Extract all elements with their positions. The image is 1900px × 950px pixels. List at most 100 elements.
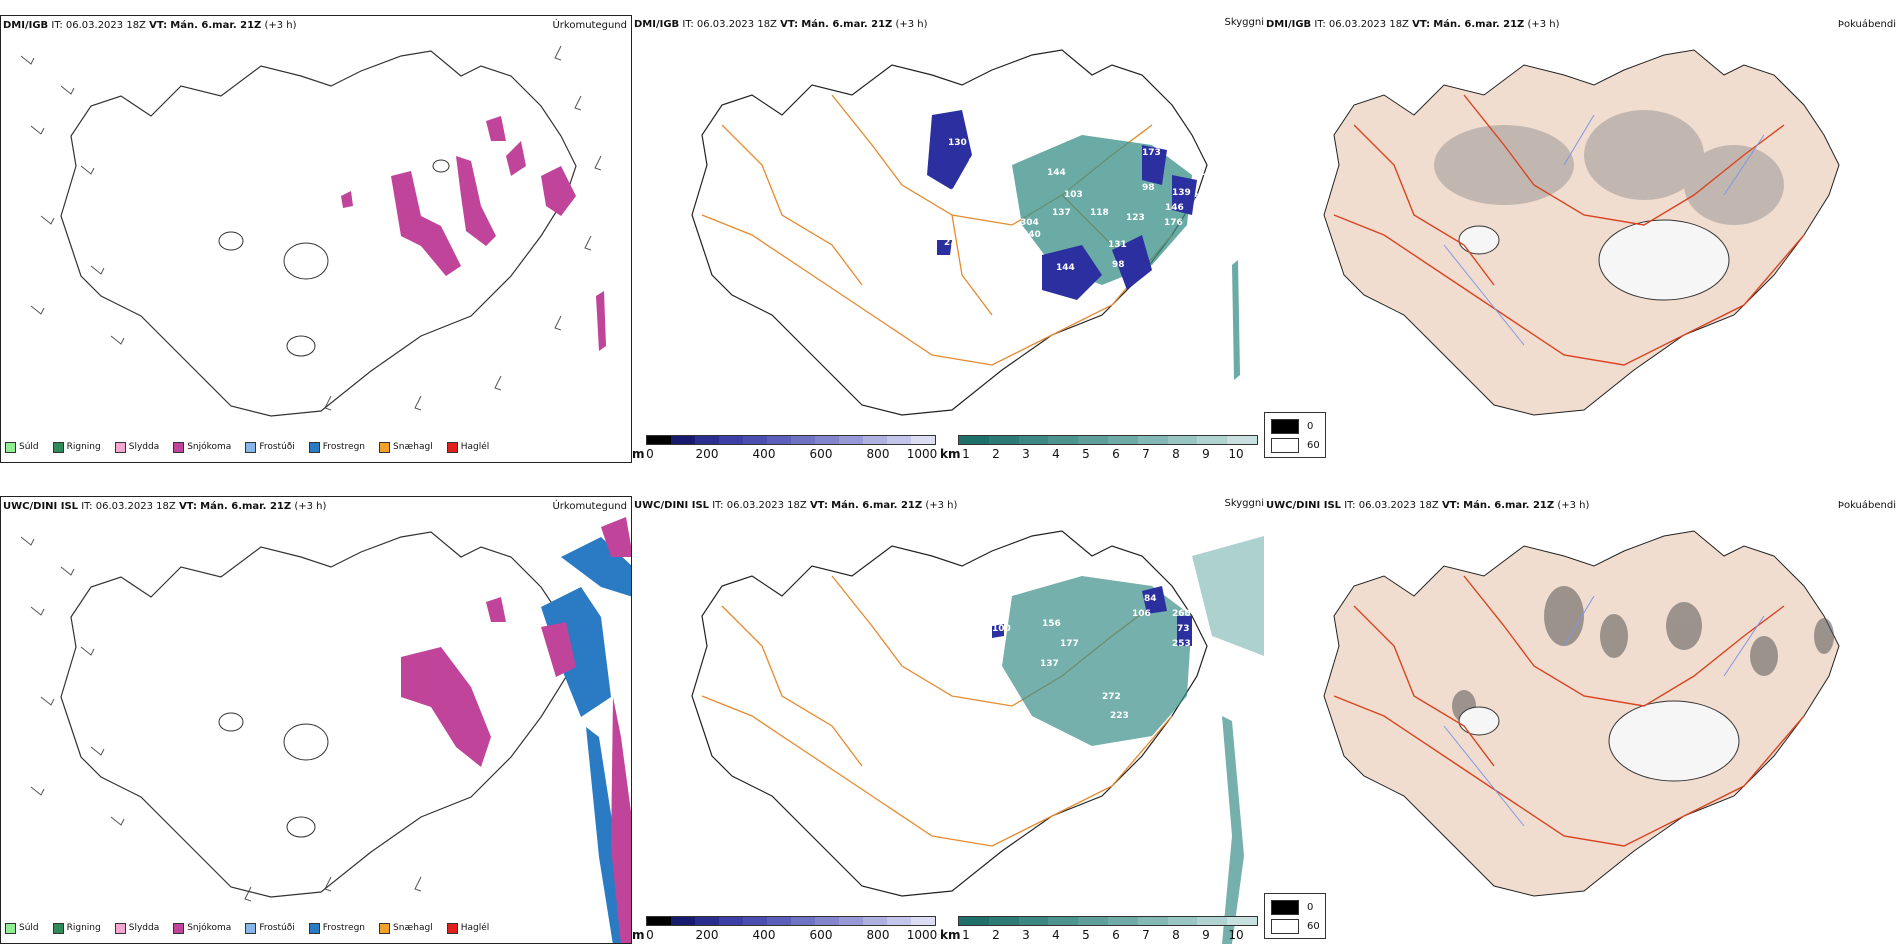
ceiling-label: 131 bbox=[1108, 240, 1127, 250]
precip-map-row1 bbox=[20, 45, 606, 417]
ceiling-label: 137 bbox=[1040, 659, 1059, 669]
ceiling-tick: 0 bbox=[646, 928, 654, 942]
fog-scale-high: 0 bbox=[1307, 902, 1314, 913]
glacier bbox=[1598, 219, 1730, 301]
ceiling-label: 173 bbox=[1142, 148, 1161, 158]
ceiling-label: 98 bbox=[1142, 183, 1155, 193]
ceiling-label: 142 bbox=[890, 218, 909, 228]
legend-item-freezing-rain: Frostregn bbox=[308, 441, 365, 453]
legend-item-freezing-rain: Frostregn bbox=[308, 922, 365, 934]
visibility-tick: 6 bbox=[1112, 928, 1120, 942]
precip-header-row1: DMI/IGB IT: 06.03.2023 18Z VT: Mán. 6.ma… bbox=[3, 20, 297, 31]
ceiling-label: 139 bbox=[1172, 188, 1191, 198]
ceiling-label: 73 bbox=[952, 689, 965, 699]
ceiling-label: 106 bbox=[1132, 609, 1151, 619]
ceiling-unit: m bbox=[632, 447, 645, 461]
ceiling-unit: m bbox=[632, 928, 645, 942]
glacier bbox=[1458, 225, 1500, 255]
fog-scale-row1: 0 60 bbox=[1264, 412, 1326, 458]
legend-item-snow-pellets: Snæhagl bbox=[379, 922, 433, 934]
ceiling-label: 130 bbox=[948, 138, 967, 148]
ceiling-bar bbox=[646, 435, 936, 445]
visibility-tick: 7 bbox=[1142, 447, 1150, 461]
iceland-land bbox=[1323, 530, 1840, 897]
visibility-panel-row1: 130 148 113 147 144 103 304 340 137 118 … bbox=[632, 15, 1264, 463]
glacier-outlines bbox=[218, 159, 450, 357]
freezing-rain-areas bbox=[541, 537, 631, 943]
visibility-header-row1: DMI/IGB IT: 06.03.2023 18Z VT: Mán. 6.ma… bbox=[634, 19, 928, 30]
visibility-map-row2: 84 106 260 73 253 156 177 137 272 223 73… bbox=[691, 530, 1264, 944]
fog-map-row2 bbox=[1323, 530, 1840, 897]
ceiling-tick: 400 bbox=[752, 447, 776, 461]
fog-shading bbox=[1434, 110, 1784, 225]
fog-scale-high: 0 bbox=[1307, 421, 1314, 432]
snowfall-areas bbox=[341, 116, 606, 351]
roads-red bbox=[1333, 94, 1805, 366]
visibility-tick: 4 bbox=[1052, 928, 1060, 942]
ceiling-label: 144 bbox=[1056, 263, 1075, 273]
visibility-tick: 9 bbox=[1202, 447, 1210, 461]
ceiling-tick: 600 bbox=[809, 928, 833, 942]
visibility-tick: 5 bbox=[1082, 447, 1090, 461]
precip-header-row2: UWC/DINI ISL IT: 06.03.2023 18Z VT: Mán.… bbox=[3, 501, 327, 512]
visibility-tick: 10 bbox=[1228, 928, 1244, 942]
visibility-tick: 8 bbox=[1172, 928, 1180, 942]
legend-item-freezing-drizzle: Frostúði bbox=[245, 441, 295, 453]
ceiling-label: 73 bbox=[1177, 624, 1190, 634]
ceiling-labels: 84 106 260 73 253 156 177 137 272 223 73… bbox=[952, 594, 1191, 721]
ceiling-label: 147 bbox=[972, 173, 991, 183]
legend-item-drizzle: Súld bbox=[5, 922, 39, 934]
ceiling-label: 223 bbox=[1110, 711, 1129, 721]
iceland-outline bbox=[691, 530, 1208, 897]
visibility-tick: 9 bbox=[1202, 928, 1210, 942]
ceiling-tick: 400 bbox=[752, 928, 776, 942]
fog-title-row2: Þokuábendi bbox=[1837, 500, 1896, 511]
visibility-tick: 6 bbox=[1112, 447, 1120, 461]
visibility-tick: 2 bbox=[992, 447, 1000, 461]
ceiling-bar bbox=[646, 916, 936, 926]
ceiling-label: 177 bbox=[1060, 639, 1079, 649]
visibility-tick: 8 bbox=[1172, 447, 1180, 461]
visibility-tick: 3 bbox=[1022, 928, 1030, 942]
fog-panel-row1: DMI/IGB IT: 06.03.2023 18Z VT: Mán. 6.ma… bbox=[1264, 15, 1900, 463]
wind-barbs bbox=[20, 45, 602, 411]
ceiling-label: 272 bbox=[1102, 692, 1121, 702]
visibility-tick: 1 bbox=[962, 928, 970, 942]
ceiling-areas bbox=[992, 586, 1192, 646]
visibility-areas bbox=[1002, 536, 1264, 944]
visibility-tick: 4 bbox=[1052, 447, 1060, 461]
precip-panel-row1: DMI/IGB IT: 06.03.2023 18Z VT: Mán. 6.ma… bbox=[0, 15, 632, 463]
ceiling-label: 260 bbox=[1172, 609, 1191, 619]
ceiling-tick: 200 bbox=[695, 928, 719, 942]
ceiling-label: 118 bbox=[1090, 208, 1109, 218]
fog-header-row2: UWC/DINI ISL IT: 06.03.2023 18Z VT: Mán.… bbox=[1266, 500, 1590, 511]
visibility-panel-row2: 84 106 260 73 253 156 177 137 272 223 73… bbox=[632, 496, 1264, 944]
ceiling-label: 103 bbox=[1064, 190, 1083, 200]
ceiling-tick: 600 bbox=[809, 447, 833, 461]
fog-map-row1 bbox=[1323, 49, 1840, 416]
ceiling-label: 13 bbox=[1202, 173, 1215, 183]
fog-title-row1: Þokuábendi bbox=[1837, 19, 1896, 30]
ceiling-tick: 0 bbox=[646, 447, 654, 461]
legend-item-sleet: Slydda bbox=[114, 441, 159, 453]
fog-scale-low: 60 bbox=[1307, 440, 1320, 451]
rivers bbox=[1443, 114, 1765, 346]
visibility-bar bbox=[958, 435, 1258, 445]
ceiling-label: 156 bbox=[1042, 619, 1061, 629]
precip-panel-row2: UWC/DINI ISL IT: 06.03.2023 18Z VT: Mán.… bbox=[0, 496, 632, 944]
visibility-bar bbox=[958, 916, 1258, 926]
visibility-tick: 7 bbox=[1142, 928, 1150, 942]
legend-item-drizzle: Súld bbox=[5, 441, 39, 453]
ceiling-label: 53 bbox=[1194, 193, 1207, 203]
roads-red bbox=[1333, 575, 1805, 847]
legend-item-hail: Haglél bbox=[446, 441, 489, 453]
precip-legend-row2: Súld Rigning Slydda Snjókoma Frostúði Fr… bbox=[5, 920, 499, 936]
visibility-map-row1: 130 148 113 147 144 103 304 340 137 118 … bbox=[691, 49, 1240, 416]
ceiling-label: 23 bbox=[944, 238, 957, 248]
ceiling-label: 84 bbox=[1144, 594, 1157, 604]
legend-item-snow-pellets: Snæhagl bbox=[379, 441, 433, 453]
visibility-tick: 10 bbox=[1228, 447, 1244, 461]
ceiling-tick: 1000 bbox=[906, 928, 938, 942]
visibility-title-row2: Skyggni bbox=[1224, 498, 1264, 509]
legend-item-snow: Snjókoma bbox=[173, 441, 231, 453]
